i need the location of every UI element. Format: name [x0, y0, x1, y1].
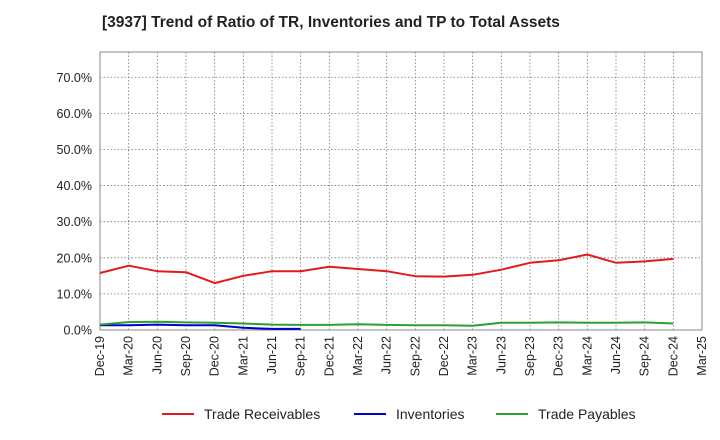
y-tick-label: 10.0% [57, 287, 92, 301]
x-tick-label: Sep-20 [179, 336, 193, 376]
x-tick-label: Sep-24 [638, 336, 652, 376]
x-tick-label: Mar-24 [580, 336, 594, 376]
legend-label: Trade Receivables [204, 406, 320, 422]
axis-layer: Dec-19 Mar-20 Jun-20 Sep-20 Dec-20 Mar-21 Jun-… [57, 71, 709, 377]
y-tick-label: 70.0% [57, 71, 92, 85]
x-tick-label: Dec-23 [552, 336, 566, 376]
y-tick-label: 30.0% [57, 215, 92, 229]
y-tick-label: 0.0% [64, 324, 93, 338]
legend-item: Inventories [354, 406, 464, 422]
legend-item: Trade Receivables [162, 406, 320, 422]
y-tick-label: 60.0% [57, 107, 92, 121]
x-tick-label: Dec-24 [666, 336, 680, 376]
x-tick-label: Mar-23 [466, 336, 480, 376]
plot-area [99, 51, 703, 331]
legend-label: Inventories [396, 406, 464, 422]
x-tick-label: Sep-21 [294, 336, 308, 376]
y-tick-label: 40.0% [57, 179, 92, 193]
x-tick-label: Dec-19 [93, 336, 107, 376]
chart-title: [3937] Trend of Ratio of TR, Inventories… [102, 14, 560, 31]
x-tick-label: Jun-22 [380, 336, 394, 374]
x-tick-label: Sep-23 [523, 336, 537, 376]
x-tick-label: Dec-21 [322, 336, 336, 376]
legend-label: Trade Payables [538, 406, 636, 422]
x-tick-label: Mar-25 [695, 336, 709, 376]
legend-item: Trade Payables [496, 406, 636, 422]
y-tick-label: 50.0% [57, 143, 92, 157]
x-tick-label: Mar-22 [351, 336, 365, 376]
x-tick-label: Jun-20 [150, 336, 164, 374]
series-line-trade-receivables [99, 253, 674, 285]
x-tick-label: Jun-21 [265, 336, 279, 374]
x-tick-label: Jun-23 [494, 336, 508, 374]
x-tick-label: Jun-24 [609, 336, 623, 374]
x-tick-label: Dec-20 [208, 336, 222, 376]
series-line-inventories [100, 323, 301, 330]
x-tick-label: Dec-22 [437, 336, 451, 376]
x-tick-label: Sep-22 [408, 336, 422, 376]
legend-layer: Trade Receivables Inventories Trade Payabl… [162, 406, 636, 422]
series-layer [99, 253, 674, 330]
grid-layer [99, 51, 703, 331]
x-tick-label: Mar-20 [122, 336, 136, 376]
y-tick-label: 20.0% [57, 251, 92, 265]
series-line-trade-payables [99, 320, 674, 327]
x-tick-label: Mar-21 [236, 336, 250, 376]
